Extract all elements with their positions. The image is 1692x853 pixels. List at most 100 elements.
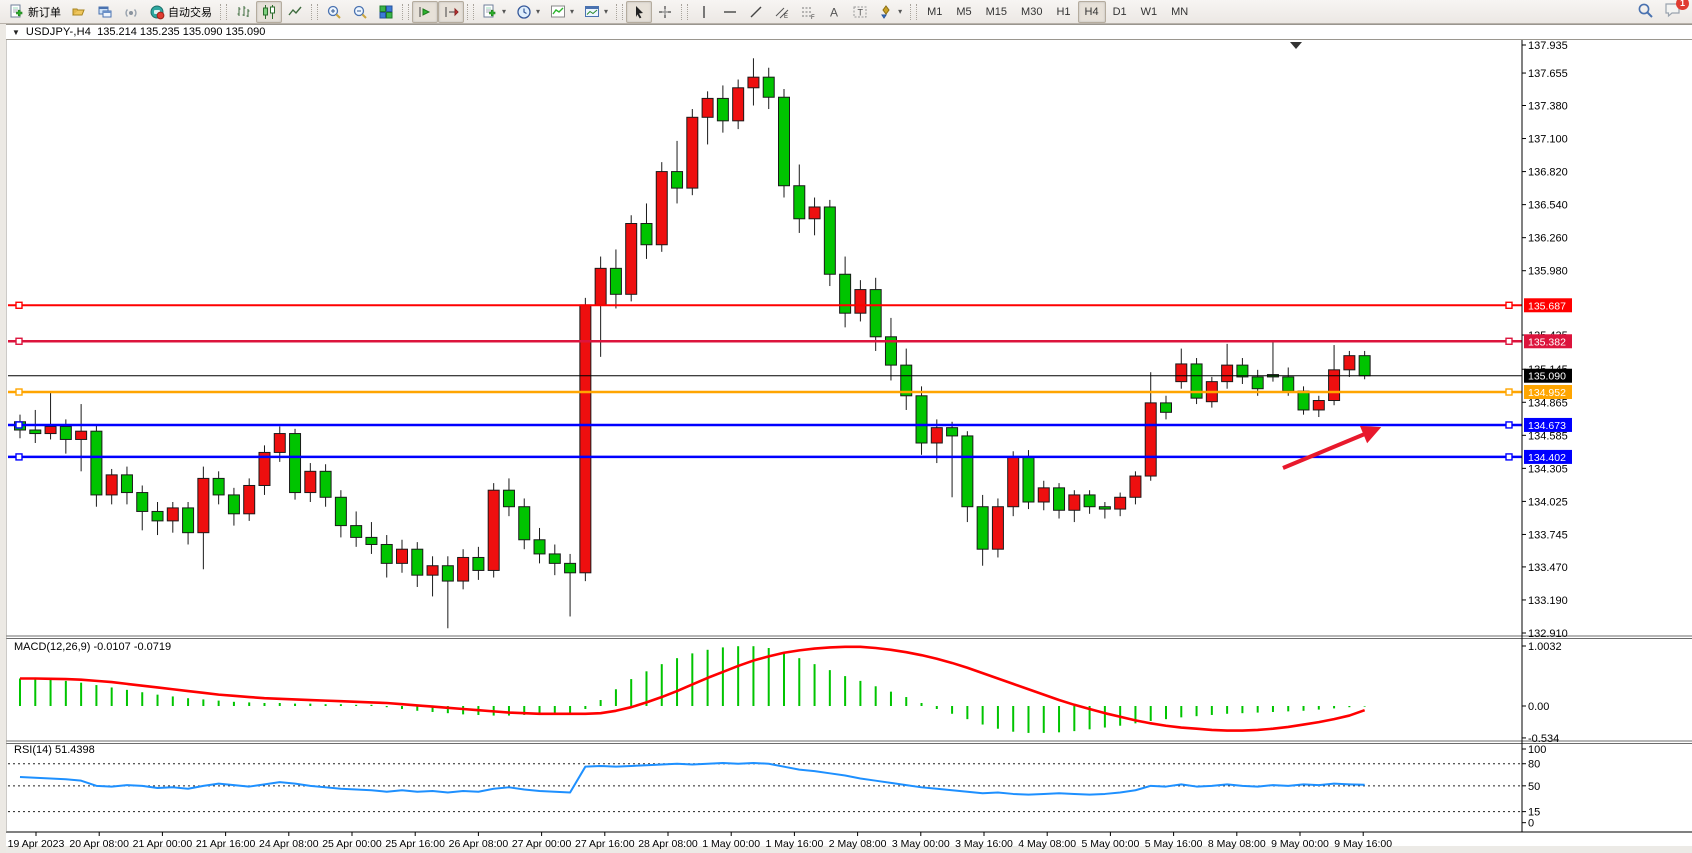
- time-axis-label: 27 Apr 00:00: [512, 838, 572, 850]
- line-chart-button[interactable]: [282, 1, 308, 23]
- svg-text:T: T: [858, 7, 864, 17]
- zoom-in-button[interactable]: [321, 1, 347, 23]
- text-label-button[interactable]: T: [847, 1, 873, 23]
- vline-icon: [696, 4, 712, 20]
- fibonacci-button[interactable]: F: [795, 1, 821, 23]
- candle-body: [808, 206, 821, 220]
- candle-body: [823, 206, 836, 275]
- candle-body: [197, 477, 210, 534]
- candle-body: [1312, 400, 1325, 411]
- chart-shift-marker-icon[interactable]: [1290, 42, 1302, 49]
- price-tag-label: 135.382: [1528, 336, 1566, 348]
- price-axis-tick-label: 136.260: [1528, 233, 1568, 245]
- line-marker[interactable]: [15, 337, 23, 345]
- timeframe-button-d1[interactable]: D1: [1106, 1, 1134, 23]
- time-axis-label: 1 May 16:00: [766, 838, 824, 850]
- chart-window-dropdown-button[interactable]: ▾: [579, 1, 613, 23]
- candle-body: [304, 470, 317, 494]
- new-chart-button[interactable]: [92, 1, 118, 23]
- chart-profiles-button[interactable]: [66, 1, 92, 23]
- chart-canvas[interactable]: MACD(12,26,9) -0.0107 -0.0719 RSI(14) 51.…: [6, 40, 1692, 853]
- time-axis-label: 24 Apr 08:00: [259, 838, 319, 850]
- vertical-line-button[interactable]: [691, 1, 717, 23]
- timeframe-button-h1[interactable]: H1: [1049, 1, 1077, 23]
- period-dropdown-button[interactable]: ▾: [511, 1, 545, 23]
- chevron-down-icon: ▾: [898, 7, 903, 16]
- auto-scroll-button[interactable]: [412, 0, 438, 23]
- clock-icon: [516, 4, 532, 20]
- candle-body: [59, 425, 72, 440]
- line-marker[interactable]: [1505, 301, 1513, 309]
- indicators-dropdown-button[interactable]: ▾: [545, 1, 579, 23]
- timeframe-button-mn[interactable]: MN: [1164, 1, 1195, 23]
- chart-window[interactable]: ▼ USDJPY-,H4 135.214 135.235 135.090 135…: [0, 24, 1692, 853]
- timeframe-button-m5[interactable]: M5: [949, 1, 978, 23]
- price-axis-tick-label: 137.380: [1528, 100, 1568, 112]
- price-tag-label: 134.673: [1528, 420, 1566, 432]
- candle-body: [594, 267, 607, 306]
- time-axis-label: 21 Apr 16:00: [196, 838, 256, 850]
- time-axis-label: 8 May 08:00: [1208, 838, 1266, 850]
- chevron-down-icon: ▾: [604, 7, 609, 16]
- line-marker[interactable]: [15, 301, 23, 309]
- price-axis-tick-label: 135.980: [1528, 266, 1568, 278]
- line-marker[interactable]: [1505, 337, 1513, 345]
- price-tag: [1524, 385, 1572, 400]
- line-marker[interactable]: [15, 388, 23, 396]
- main-toolbar: 新订单 自动交易 ▾ ▾ ▾ ▾ E F A T ▾ M1 M5 M15 M30 H1 H4 D1 W1 MN 1: [0, 0, 1692, 24]
- rsi-axis-label: 0: [1528, 818, 1534, 830]
- timeframe-button-m1[interactable]: M1: [920, 1, 949, 23]
- candlestick-chart-button[interactable]: [256, 0, 282, 23]
- candle-body: [166, 507, 179, 522]
- price-tag-label: 134.952: [1528, 387, 1566, 399]
- trendline-button[interactable]: [743, 1, 769, 23]
- trend-arrow-annotation[interactable]: [1282, 429, 1373, 470]
- new-order-dropdown-button[interactable]: ▾: [477, 1, 511, 23]
- candle-body: [793, 185, 806, 220]
- tile-windows-button[interactable]: [373, 1, 399, 23]
- price-axis-tick-label: 134.865: [1528, 397, 1568, 409]
- chart-title-collapse-icon[interactable]: ▼: [12, 27, 20, 37]
- candle-body: [365, 536, 378, 545]
- new-order-button[interactable]: 新订单: [4, 1, 66, 23]
- line-marker[interactable]: [1505, 453, 1513, 461]
- toolbar-separator: [467, 3, 474, 20]
- candle-body: [1328, 369, 1341, 402]
- signal-button[interactable]: [118, 1, 144, 23]
- candle-body: [457, 556, 470, 582]
- notifications-button[interactable]: 1: [1664, 0, 1689, 21]
- cursor-button[interactable]: [626, 0, 653, 23]
- text-button[interactable]: A: [821, 1, 847, 23]
- candle-body: [548, 553, 561, 564]
- candle-body: [884, 336, 897, 366]
- timeframe-button-m15[interactable]: M15: [979, 1, 1014, 23]
- candle-body: [1083, 494, 1096, 508]
- line-marker[interactable]: [1505, 388, 1513, 396]
- equidistant-channel-button[interactable]: E: [769, 1, 795, 23]
- line-marker[interactable]: [1505, 421, 1513, 429]
- line-marker[interactable]: [15, 421, 23, 429]
- macd-axis-label: -0.534: [1528, 733, 1559, 745]
- chart-shift-button[interactable]: [438, 0, 464, 23]
- zoom-out-button[interactable]: [347, 1, 373, 23]
- rsi-axis-label: 15: [1528, 807, 1540, 819]
- timeframe-button-h4[interactable]: H4: [1077, 0, 1106, 23]
- candle-body: [487, 489, 500, 571]
- candle-body: [1114, 496, 1127, 510]
- candle-body: [426, 565, 439, 576]
- bar-chart-button[interactable]: [230, 1, 256, 23]
- candle-body: [472, 556, 485, 571]
- chevron-down-icon: ▾: [570, 7, 575, 16]
- crosshair-button[interactable]: [652, 1, 678, 23]
- timeframe-button-m30[interactable]: M30: [1014, 1, 1049, 23]
- line-marker[interactable]: [15, 453, 23, 461]
- search-icon[interactable]: [1637, 2, 1654, 22]
- candle-body: [44, 425, 57, 435]
- timeframe-button-w1[interactable]: W1: [1134, 1, 1165, 23]
- chart-title-bar[interactable]: ▼ USDJPY-,H4 135.214 135.235 135.090 135…: [6, 24, 1692, 40]
- rsi-axis-label: 80: [1528, 759, 1540, 771]
- time-axis-label: 28 Apr 08:00: [638, 838, 698, 850]
- arrows-button[interactable]: ▾: [873, 1, 907, 23]
- horizontal-line-button[interactable]: [717, 1, 743, 23]
- auto-trading-button[interactable]: 自动交易: [144, 1, 217, 23]
